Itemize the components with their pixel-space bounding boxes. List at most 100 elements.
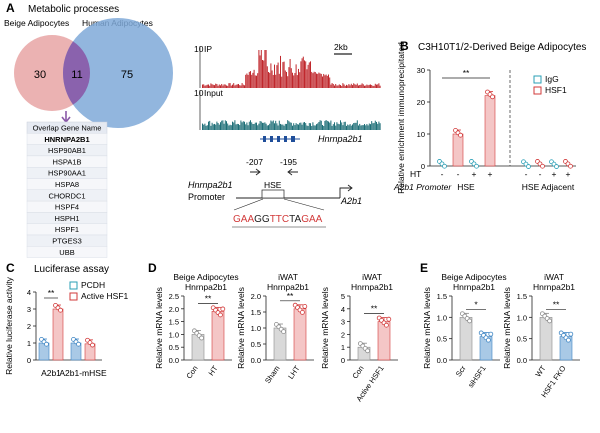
ip-signal-bar [218,84,220,88]
y-tick-label: 0.5 [437,335,447,344]
gene-name: HSPF4 [55,203,79,212]
ip-signal-bar [376,84,377,88]
panel-d-letter: D [148,261,157,275]
input-signal-bar [289,122,291,130]
ip-signal-bar [284,70,286,88]
ip-signal-bar [233,83,235,88]
input-signal-bar [302,122,304,130]
ip-signal-bar [370,84,371,88]
ip-signal-bar [276,65,278,88]
input-signal-bar [209,120,211,130]
panel-c-letter: C [6,261,15,275]
input-signal-bar [323,125,325,130]
input-signal-bar [221,120,223,130]
input-signal-bar [326,120,328,130]
input-signal-bar [233,122,235,130]
ip-signal-bar [245,74,247,88]
data-point [474,163,479,169]
panel-a-letter: A [6,1,15,15]
ip-signal-bar [312,73,314,88]
x-tick-label: LHT [286,364,302,381]
input-signal-bar [214,123,215,130]
y-axis-label: Relative mRNA levels [154,287,164,369]
y-tick-label: 4 [27,288,31,297]
ip-signal-bar [258,50,260,88]
input-signal-bar [307,125,309,130]
ip-signal-bar [223,84,225,88]
input-signal-bar [254,122,256,130]
subplot-gene: Hnrnpa2b1 [185,282,227,292]
mrna-bar [377,321,391,361]
ip-signal-bar [319,73,321,88]
mrna-bar [539,317,553,361]
input-signal-bar [371,121,373,130]
data-point [485,337,491,343]
input-signal-bar [338,124,340,130]
ip-signal-bar [332,84,334,88]
venn-overlap-region [63,41,90,105]
ip-signal-bar [228,83,230,88]
ip-signal-bar [202,84,203,88]
promoter-row-label: A2b1 Promoter [393,182,452,192]
mrna-bar [293,308,307,361]
input-signal-bar [203,124,205,130]
gene-exon [291,136,295,142]
ip-signal-bar [349,85,351,88]
subplot-gene: Hnrnpa2b1 [533,282,575,292]
ip-signal-bar [244,85,245,88]
ip-signal-bar [347,85,349,88]
input-signal-bar [265,123,267,130]
input-signal-bar [212,124,214,130]
input-signal-bar [251,122,253,130]
input-signal-bar [277,125,279,130]
data-point [90,342,95,348]
ip-signal-bar [314,72,316,88]
ip-signal-bar [324,75,326,88]
input-signal-bar [224,120,226,130]
y-tick-label: 2.0 [251,292,261,301]
input-signal-bar [335,125,337,130]
input-signal-bar [314,125,316,130]
input-signal-bar [287,120,289,130]
data-point [58,307,63,313]
venn-right-circle [63,18,173,128]
input-signal-bar [216,121,218,130]
ip-signal-bar [275,74,277,88]
input-signal-bar [282,124,284,130]
input-signal-bar [290,122,292,130]
subplot-gene: Hnrnpa2b1 [267,282,309,292]
panel-a-title: Metabolic processes [28,4,119,15]
gene-table-row [26,246,108,258]
input-signal-bar [350,125,352,130]
input-signal-bar [223,123,225,130]
y-tick-label: 0 [341,356,345,365]
input-signal-bar [336,122,338,130]
input-signal-bar [356,120,358,130]
input-signal-bar [211,122,213,130]
ip-signal-bar [313,71,315,88]
input-signal-bar [311,125,313,130]
input-signal-bar [320,120,322,130]
data-point [490,94,495,100]
input-signal-bar [377,123,379,130]
x-tick-label: Scr [454,364,468,379]
ip-signal-bar [210,83,212,88]
ip-label: IP [204,44,212,54]
significance-mark: ** [463,68,470,78]
venn-overlap-count: 11 [71,69,82,81]
input-signal-bar [258,123,260,130]
ip-signal-bar [262,59,263,88]
input-signal-bar [344,121,346,130]
ht-sign: - [525,169,528,179]
input-signal-bar [306,125,308,130]
input-signal-bar [347,124,349,130]
legend-label: HSF1 [545,85,567,95]
gene-exon [277,136,280,142]
mrna-bar [459,317,473,361]
input-signal-bar [271,121,273,130]
ip-signal-bar [254,75,256,88]
y-tick-label: 1.5 [169,318,179,327]
gene-name: PTGES3 [52,237,82,246]
input-signal-bar [310,123,311,130]
input-signal-bar [260,121,262,130]
